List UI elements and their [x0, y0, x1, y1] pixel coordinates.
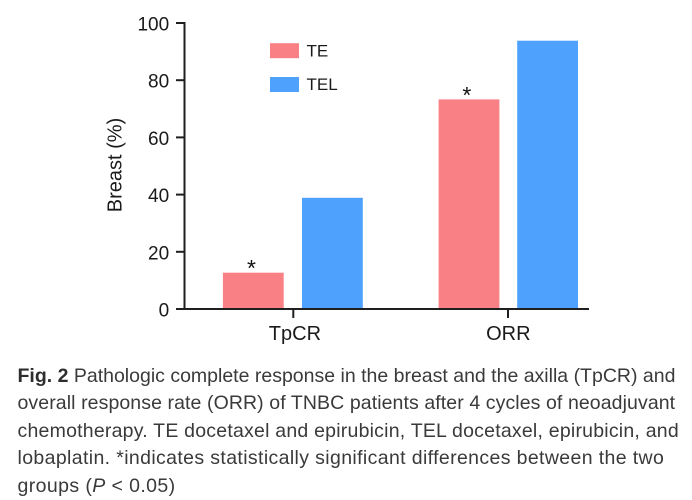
svg-text:TpCR: TpCR: [269, 323, 321, 345]
svg-text:ORR: ORR: [486, 323, 530, 345]
svg-text:TEL: TEL: [307, 75, 338, 94]
svg-text:*: *: [462, 82, 471, 108]
svg-text:20: 20: [148, 243, 169, 264]
svg-text:80: 80: [148, 72, 169, 93]
svg-text:*: *: [247, 255, 256, 281]
svg-text:100: 100: [137, 15, 169, 36]
svg-text:Breast (%): Breast (%): [105, 118, 127, 212]
svg-text:40: 40: [148, 186, 169, 207]
svg-text:0: 0: [159, 301, 170, 322]
svg-text:60: 60: [148, 129, 169, 150]
svg-text:TE: TE: [307, 42, 329, 61]
